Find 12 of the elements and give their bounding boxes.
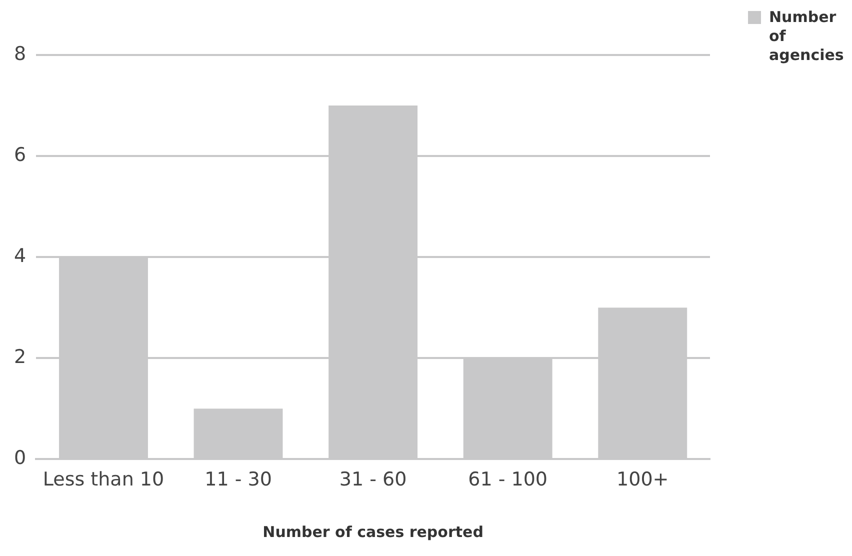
x-tick-label: Less than 10 — [42, 468, 164, 491]
legend-label: Number of agencies — [769, 8, 845, 65]
x-tick-label: 11 - 30 — [204, 468, 272, 491]
x-tick-label: 100+ — [616, 468, 669, 491]
y-tick-label: 4 — [14, 245, 26, 268]
x-tick-label: 61 - 100 — [468, 468, 548, 491]
y-tick-label: 2 — [14, 346, 26, 368]
y-tick-label: 6 — [14, 144, 26, 166]
x-tick-label: 31 - 60 — [339, 468, 407, 491]
y-tick-label: 8 — [14, 42, 26, 65]
x-axis-title: Number of cases reported — [262, 522, 484, 541]
y-tick-label: 0 — [14, 447, 26, 470]
